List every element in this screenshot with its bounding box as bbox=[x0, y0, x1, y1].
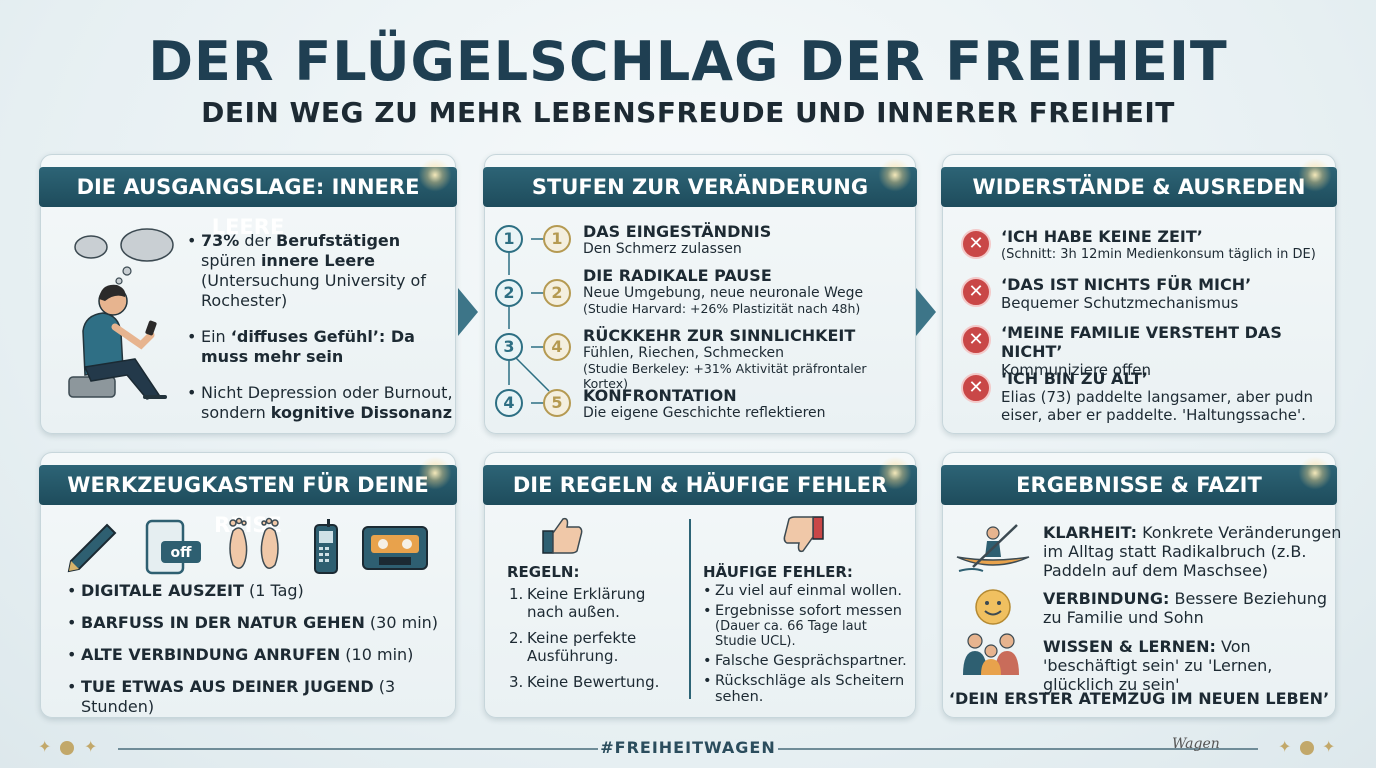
list-item: 1. Keine Erklärung nach außen. bbox=[509, 585, 646, 621]
smiley-icon bbox=[975, 589, 1011, 625]
card-resistances: WIDERSTÄNDE & AUSREDEN ✕ ✕ ✕ ✕ ‘ICH HABE… bbox=[941, 154, 1337, 434]
kayak-icon bbox=[956, 524, 1030, 572]
sparkle-icon: ✦ bbox=[84, 737, 98, 756]
toolbox-list: DIGITALE AUSZEIT (1 Tag) BARFUSS IN DER … bbox=[67, 581, 467, 716]
list-item: BARFUSS IN DER NATUR GEHEN (30 min) bbox=[67, 613, 467, 645]
excuse-item: ‘ICH BIN ZU ALT’ Elias (73) paddelte lan… bbox=[1001, 369, 1314, 424]
sparkle-icon: ✦ bbox=[38, 737, 52, 756]
rules-divider bbox=[689, 519, 691, 699]
list-item: DIGITALE AUSZEIT (1 Tag) bbox=[67, 581, 467, 613]
list-item: 73% der Berufstätigen spüren innere Leer… bbox=[187, 231, 457, 311]
stage-number: 1 bbox=[495, 225, 523, 253]
mobile-phone-icon bbox=[314, 519, 338, 574]
sparkle-icon bbox=[877, 157, 913, 193]
sparkle-icon bbox=[417, 455, 453, 491]
stage-number: 2 bbox=[495, 279, 523, 307]
card-rules: DIE REGELN & HÄUFIGE FEHLER REGELN: 1. Ke… bbox=[483, 452, 917, 718]
excuse-item: ‘DAS IST NICHTS FÜR MICH’ Bequemer Schut… bbox=[1001, 275, 1252, 312]
stage-item: KONFRONTATION Die eigene Geschichte refl… bbox=[583, 386, 826, 422]
card-toolbox: WERKZEUGKASTEN FÜR DEINE REISE off DIGIT… bbox=[39, 452, 457, 718]
starting-point-list: 73% der Berufstätigen spüren innere Leer… bbox=[187, 231, 457, 439]
sparkle-icon: ✦ bbox=[1322, 737, 1336, 756]
list-item: Falsche Gesprächspartner. bbox=[703, 653, 909, 669]
list-item: TUE ETWAS AUS DEINER JUGEND (3 Stunden) bbox=[67, 677, 467, 716]
stage-number: 5 bbox=[543, 389, 571, 417]
stage-number: 2 bbox=[543, 279, 571, 307]
result-item: KLARHEIT: Konkrete Veränderungen im Allt… bbox=[1043, 523, 1342, 580]
card-starting-point: DIE AUSGANGSLAGE: INNERE LEERE 73% der B… bbox=[39, 154, 457, 434]
card-heading: ERGEBNISSE & FAZIT bbox=[941, 465, 1337, 505]
thinking-person-icon bbox=[68, 228, 174, 400]
result-item: WISSEN & LERNEN: Von 'beschäftigt sein' … bbox=[1043, 637, 1273, 694]
arrow-right-icon bbox=[916, 288, 936, 336]
card-results: ERGEBNISSE & FAZIT KLARHEIT: Konkrete Ve… bbox=[941, 452, 1341, 718]
close-icon: ✕ bbox=[961, 229, 991, 259]
pen-icon bbox=[67, 523, 117, 573]
stage-number: 3 bbox=[495, 333, 523, 361]
stage-item: DIE RADIKALE PAUSE Neue Umgebung, neue n… bbox=[583, 266, 864, 317]
card-heading: WIDERSTÄNDE & AUSREDEN bbox=[941, 167, 1337, 207]
page-subtitle: DEIN WEG ZU MEHR LEBENSFREUDE UND INNERE… bbox=[201, 96, 1175, 129]
feet-icon bbox=[229, 517, 279, 569]
list-item: Zu viel auf einmal wollen. bbox=[703, 583, 909, 599]
phone-off-icon: off bbox=[145, 519, 201, 575]
excuse-item: ‘MEINE FAMILIE VERSTEHT DAS NICHT’ Kommu… bbox=[1001, 323, 1282, 379]
sparkle-icon: ✦ bbox=[1278, 737, 1292, 756]
rules-heading: REGELN: bbox=[507, 563, 580, 581]
list-item: Rückschläge als Scheitern sehen. bbox=[703, 673, 909, 705]
sparkle-icon bbox=[1297, 455, 1333, 491]
gold-dot bbox=[60, 741, 74, 755]
stage-item: RÜCKKEHR ZUR SINNLICHKEIT Fühlen, Rieche… bbox=[583, 326, 867, 392]
excuse-item: ‘ICH HABE KEINE ZEIT’ (Schnitt: 3h 12min… bbox=[1001, 227, 1316, 262]
result-item: VERBINDUNG: Bessere Beziehung zu Familie… bbox=[1043, 589, 1328, 627]
footer-divider bbox=[118, 748, 598, 750]
list-item: 3. Keine Bewertung. bbox=[509, 673, 660, 691]
list-item: Ein ‘diffuses Gefühl’: Da muss mehr sein bbox=[187, 327, 457, 367]
thumbs-up-icon bbox=[542, 517, 583, 554]
page-title: DER FLÜGELSCHLAG DER FREIHEIT bbox=[148, 30, 1228, 93]
close-icon: ✕ bbox=[961, 373, 991, 403]
rules-list: 1. Keine Erklärung nach außen. 2. Keine pe… bbox=[509, 585, 679, 699]
signature: Wagen bbox=[1172, 736, 1220, 752]
cassette-icon bbox=[362, 526, 428, 570]
close-icon: ✕ bbox=[961, 277, 991, 307]
stage-number: 4 bbox=[543, 333, 571, 361]
stage-item: DAS EINGESTÄNDNIS Den Schmerz zulassen bbox=[583, 222, 772, 258]
list-item: Ergebnisse sofort messen(Dauer ca. 66 Ta… bbox=[703, 603, 909, 649]
thumbs-down-icon bbox=[783, 516, 824, 553]
card-heading: WERKZEUGKASTEN FÜR DEINE REISE bbox=[39, 465, 457, 537]
card-heading: DIE REGELN & HÄUFIGE FEHLER bbox=[483, 465, 917, 505]
footer-divider bbox=[778, 748, 1258, 750]
list-item: ALTE VERBINDUNG ANRUFEN (10 min) bbox=[67, 645, 467, 677]
closing-quote: ‘DEIN ERSTER ATEMZUG IM NEUEN LEBEN’ bbox=[948, 689, 1330, 708]
arrow-right-icon bbox=[458, 288, 478, 336]
list-item: Nicht Depression oder Burnout, sondern k… bbox=[187, 383, 457, 423]
sparkle-icon bbox=[417, 157, 453, 193]
family-icon bbox=[963, 633, 1019, 675]
errors-list: Zu viel auf einmal wollen. Ergebnisse so… bbox=[703, 583, 909, 709]
svg-text:off: off bbox=[171, 545, 193, 561]
sparkle-icon bbox=[877, 455, 913, 491]
list-item: 2. Keine perfekte Ausführung. bbox=[509, 629, 637, 665]
gold-dot bbox=[1300, 741, 1314, 755]
sparkle-icon bbox=[1297, 157, 1333, 193]
stage-number: 1 bbox=[543, 225, 571, 253]
close-icon: ✕ bbox=[961, 325, 991, 355]
footer-hashtag: #FREIHEITWAGEN bbox=[600, 738, 776, 757]
stage-number: 4 bbox=[495, 389, 523, 417]
errors-heading: HÄUFIGE FEHLER: bbox=[703, 563, 853, 581]
card-stages: STUFEN ZUR VERÄNDERUNG 1 2 3 4 1 2 4 5 D… bbox=[483, 154, 917, 434]
card-heading: STUFEN ZUR VERÄNDERUNG bbox=[483, 167, 917, 207]
card-heading: DIE AUSGANGSLAGE: INNERE LEERE bbox=[39, 167, 457, 239]
